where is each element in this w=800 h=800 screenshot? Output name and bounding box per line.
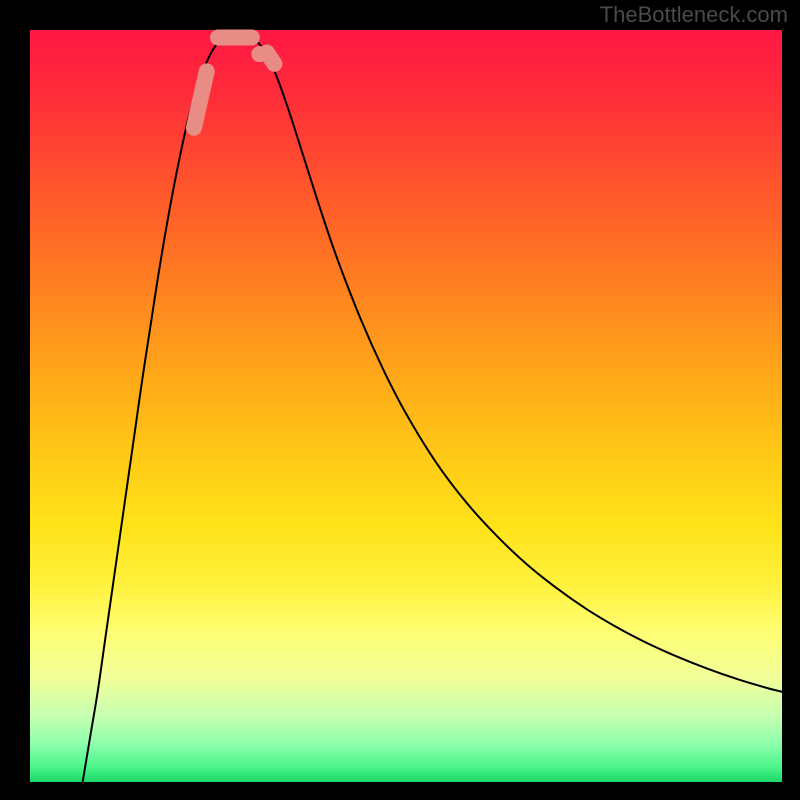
curve-layer: [30, 30, 782, 782]
data-marker: [267, 53, 275, 64]
data-marker: [194, 71, 207, 127]
watermark-text: TheBottleneck.com: [600, 2, 788, 28]
plot-area: [30, 30, 782, 782]
chart-root: TheBottleneck.com: [0, 0, 800, 800]
bottleneck-curve: [83, 37, 782, 782]
data-markers: [194, 38, 274, 128]
